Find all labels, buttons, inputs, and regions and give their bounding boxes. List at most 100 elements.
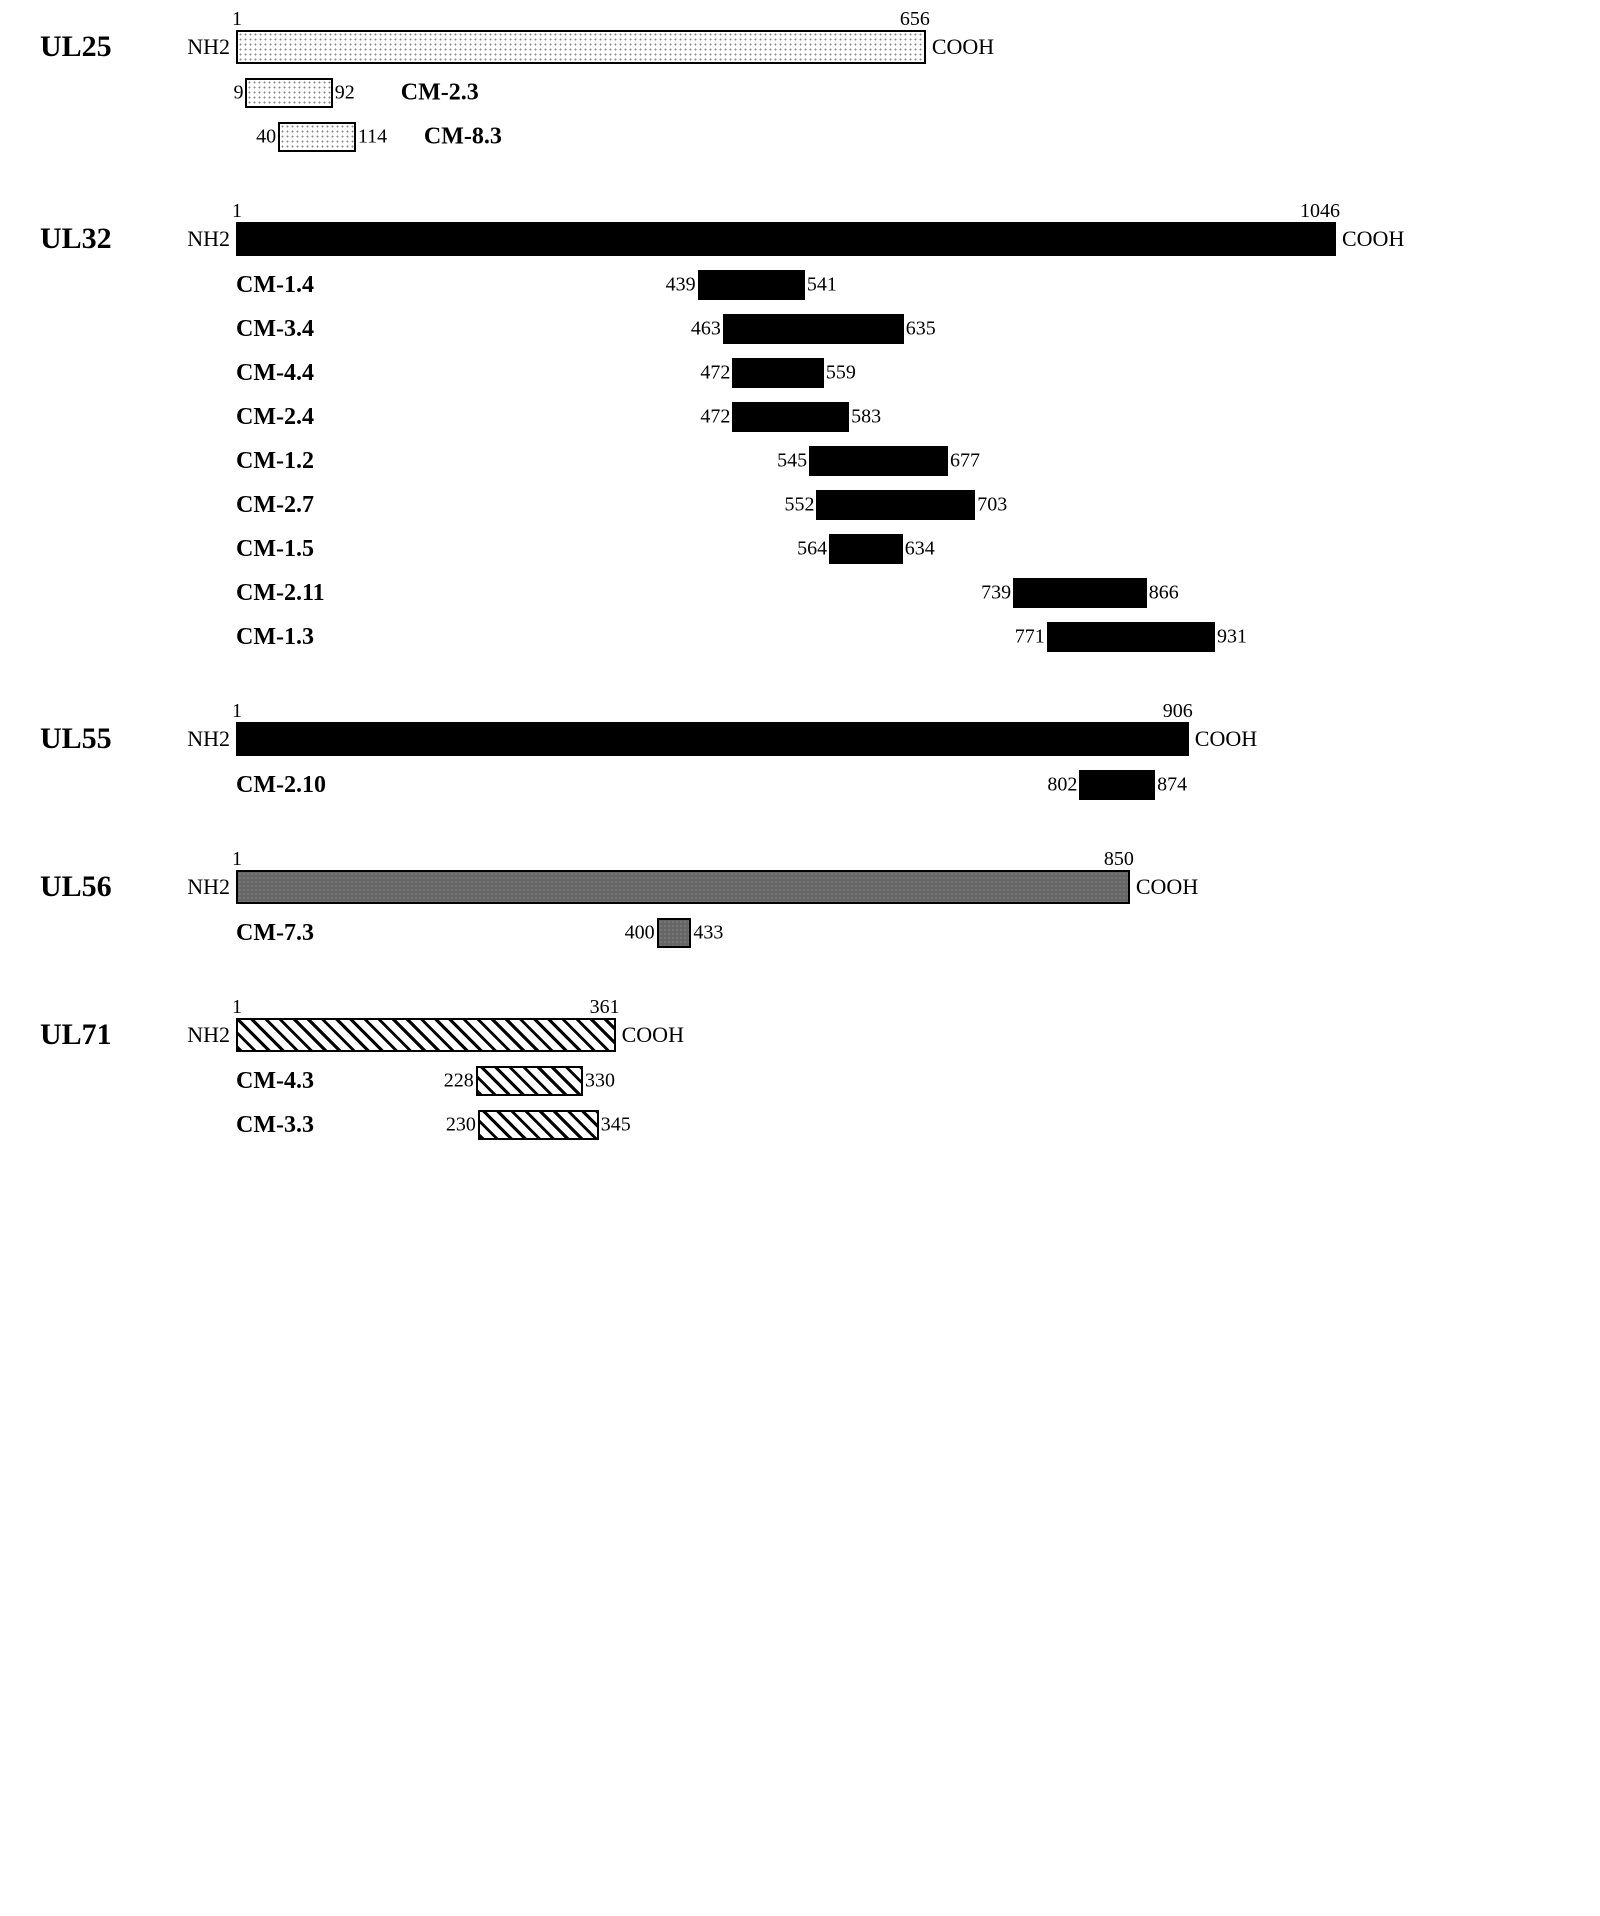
fragment-bar: 739866	[1013, 578, 1147, 608]
start-position: 1	[232, 8, 242, 31]
fragment-start: 545	[777, 450, 811, 473]
fragments-container: CM-7.3400433	[236, 918, 1560, 948]
cooh-label: COOH	[1189, 726, 1257, 752]
protein-track: 1906	[236, 722, 1189, 756]
fragment-track: 230345	[236, 1110, 616, 1140]
protein-bar	[236, 222, 1336, 256]
start-position: 1	[232, 200, 242, 223]
fragment-bar: 545677	[809, 446, 948, 476]
fragment-bar: 439541	[698, 270, 805, 300]
fragment-row: CM-2.4472583	[236, 402, 1560, 432]
fragments-container: CM-4.3228330CM-3.3230345	[236, 1066, 1560, 1140]
fragment-start: 439	[666, 274, 700, 297]
protein-group-ul25: UL25NH21656COOH 992 CM-2.3 40114 CM-8.3	[40, 30, 1560, 152]
fragment-end: 330	[581, 1070, 615, 1093]
cooh-label: COOH	[926, 34, 994, 60]
fragment-row: CM-1.3771931	[236, 622, 1560, 652]
fragment-end: 541	[803, 274, 837, 297]
fragment-start: 771	[1015, 626, 1049, 649]
fragment-start: 228	[444, 1070, 478, 1093]
nh2-label: NH2	[170, 1022, 236, 1048]
fragment-track: 400 433	[236, 918, 1130, 948]
fragments-container: CM-1.4439541CM-3.4463635CM-4.4472559CM-2…	[236, 270, 1560, 652]
fragment-row: CM-3.3230345	[236, 1110, 1560, 1140]
fragment-end: 635	[902, 318, 936, 341]
fragments-container: 992 CM-2.3 40114 CM-8.3	[236, 78, 1560, 152]
protein-track: 1656	[236, 30, 926, 64]
protein-main-row: UL56NH21850COOH	[40, 870, 1560, 904]
protein-track: 1361	[236, 1018, 616, 1052]
nh2-label: NH2	[170, 34, 236, 60]
fragment-bar: 771931	[1047, 622, 1215, 652]
fragment-track: 228 330	[236, 1066, 616, 1096]
fragment-row: CM-3.4463635	[236, 314, 1560, 344]
fragment-end: 866	[1145, 582, 1179, 605]
fragment-bar: 552703	[816, 490, 975, 520]
fragment-start: 230	[446, 1114, 480, 1137]
fragment-bar: 400433	[657, 918, 692, 948]
fragment-end: 345	[597, 1114, 631, 1137]
fragment-start: 472	[700, 362, 734, 385]
fragment-row: 992 CM-2.3	[236, 78, 1560, 108]
cooh-label: COOH	[1336, 226, 1404, 252]
nh2-label: NH2	[170, 226, 236, 252]
fragment-start: 9	[233, 82, 247, 105]
fragment-end: 634	[901, 538, 935, 561]
fragment-bar: 40114	[278, 122, 356, 152]
fragment-track: 564 634	[236, 534, 1336, 564]
fragment-end: 583	[847, 406, 881, 429]
fragment-end: 874	[1153, 774, 1187, 797]
fragment-label: CM-8.3	[406, 124, 502, 151]
end-position: 906	[1163, 700, 1193, 723]
nh2-label: NH2	[170, 874, 236, 900]
fragment-track: 463 635	[236, 314, 1336, 344]
start-position: 1	[232, 996, 242, 1019]
fragment-label: CM-2.3	[383, 80, 479, 107]
nh2-label: NH2	[170, 726, 236, 752]
protein-name: UL25	[40, 30, 170, 64]
fragment-start: 472	[700, 406, 734, 429]
protein-group-ul71: UL71NH21361COOHCM-4.3228330CM-3.3230345	[40, 1018, 1560, 1140]
fragment-track: 472 583	[236, 402, 1336, 432]
fragment-bar: 802874	[1079, 770, 1155, 800]
fragment-track: 545677	[236, 446, 1336, 476]
fragment-row: CM-1.4439541	[236, 270, 1560, 300]
protein-name: UL71	[40, 1018, 170, 1052]
protein-group-ul56: UL56NH21850COOHCM-7.3400433	[40, 870, 1560, 948]
fragment-track: 771 931	[236, 622, 1336, 652]
fragment-bar: 472559	[732, 358, 823, 388]
diagram-root: UL25NH21656COOH992CM-2.340114CM-8.3UL32N…	[40, 30, 1560, 1140]
fragment-start: 564	[797, 538, 831, 561]
fragment-track: 439 541	[236, 270, 1336, 300]
cooh-label: COOH	[1130, 874, 1198, 900]
end-position: 656	[900, 8, 930, 31]
fragment-track: 802 874	[236, 770, 1189, 800]
protein-main-row: UL55NH21906COOH	[40, 722, 1560, 756]
fragment-end: 703	[973, 494, 1007, 517]
fragment-start: 802	[1047, 774, 1081, 797]
protein-name: UL56	[40, 870, 170, 904]
fragment-bar: 992	[245, 78, 332, 108]
fragment-start: 463	[691, 318, 725, 341]
protein-main-row: UL32NH211046COOH	[40, 222, 1560, 256]
fragment-row: CM-4.4472559	[236, 358, 1560, 388]
end-position: 361	[590, 996, 620, 1019]
protein-group-ul32: UL32NH211046COOHCM-1.4439541CM-3.4463635…	[40, 222, 1560, 652]
protein-main-row: UL71NH21361COOH	[40, 1018, 1560, 1052]
fragment-row: CM-2.10802874	[236, 770, 1560, 800]
fragment-track: 472 559	[236, 358, 1336, 388]
fragment-end: 931	[1213, 626, 1247, 649]
fragment-bar: 230345	[478, 1110, 599, 1140]
fragment-bar: 463635	[723, 314, 904, 344]
fragment-start: 400	[625, 922, 659, 945]
fragment-row: CM-7.3400433	[236, 918, 1560, 948]
fragment-end: 559	[822, 362, 856, 385]
protein-main-row: UL25NH21656COOH	[40, 30, 1560, 64]
fragment-bar: 228330	[476, 1066, 583, 1096]
fragment-row: 40114 CM-8.3	[236, 122, 1560, 152]
cooh-label: COOH	[616, 1022, 684, 1048]
protein-name: UL32	[40, 222, 170, 256]
fragment-row: CM-2.11739866	[236, 578, 1560, 608]
fragment-end: 433	[689, 922, 723, 945]
fragment-track: 552703	[236, 490, 1336, 520]
